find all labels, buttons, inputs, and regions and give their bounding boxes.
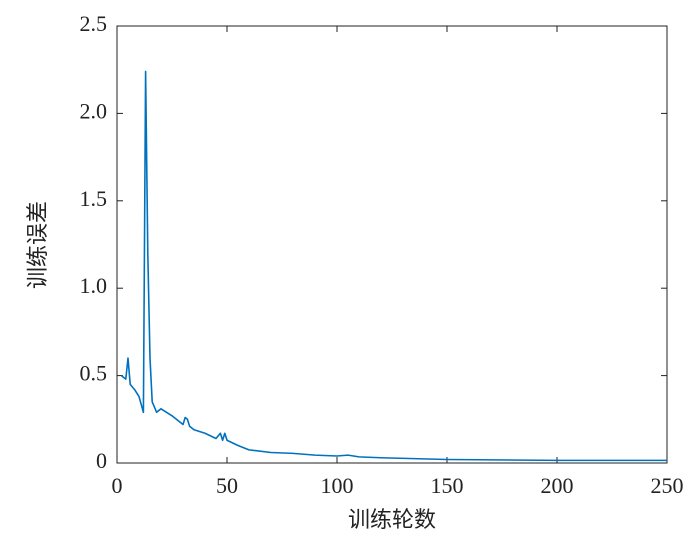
y-axis-label: 训练误差	[25, 201, 50, 289]
y-tick-label: 2.0	[80, 98, 108, 123]
x-tick-label: 0	[112, 473, 123, 498]
y-tick-label: 1.0	[80, 273, 108, 298]
x-tick-label: 50	[216, 473, 238, 498]
data-line	[120, 70, 667, 462]
x-tick-label: 200	[541, 473, 574, 498]
x-tick-label: 250	[651, 473, 684, 498]
plot-frame	[116, 25, 668, 464]
y-tick-label: 0.5	[80, 361, 108, 386]
x-tick-label: 100	[321, 473, 354, 498]
y-tick-label: 2.5	[80, 11, 108, 36]
x-tick-label: 150	[431, 473, 464, 498]
y-tick-label: 1.5	[80, 186, 108, 211]
y-tick-label: 0	[96, 448, 107, 473]
x-axis-label: 训练轮数	[348, 507, 436, 532]
